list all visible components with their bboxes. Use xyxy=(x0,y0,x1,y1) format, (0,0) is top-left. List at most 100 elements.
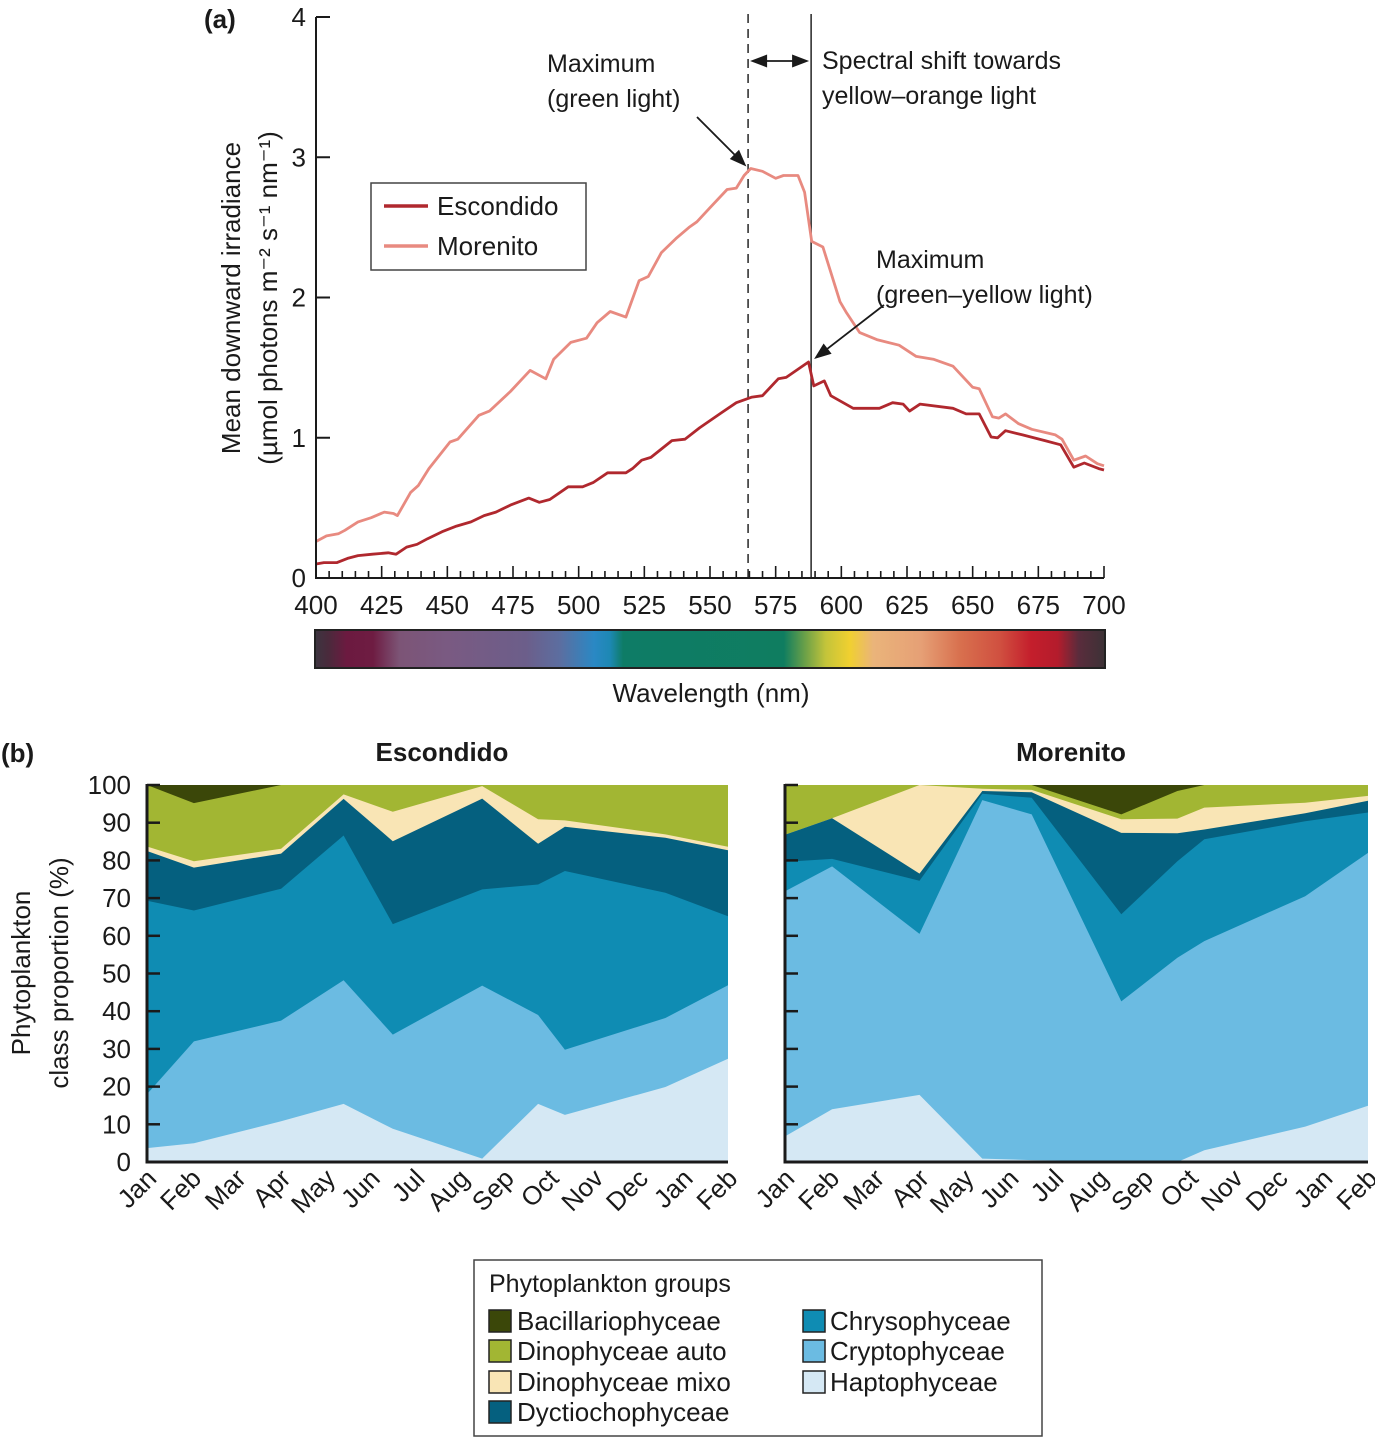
x-tick-label: 550 xyxy=(688,590,731,620)
legend-swatch-dyctiochophyceae xyxy=(488,1400,512,1424)
y-tick-label: 10 xyxy=(102,1109,131,1139)
x-tick-label: Mar xyxy=(199,1163,252,1216)
legend-title: Phytoplankton groups xyxy=(489,1270,731,1298)
y-axis-label-line1: Mean downward irradiance xyxy=(216,142,246,454)
y-tick-label: 50 xyxy=(102,959,131,989)
area-haptophyceae xyxy=(785,1094,1368,1162)
legend-label-haptophyceae: Haptophyceae xyxy=(830,1367,998,1397)
legend-swatch-chrysophyceae xyxy=(802,1309,826,1333)
area-haptophyceae xyxy=(147,1058,728,1162)
annotation-text: (green light) xyxy=(547,85,680,113)
panel-a: (a) Mean downward irradiance (µmol photo… xyxy=(204,2,1126,708)
arrow-green-max xyxy=(696,116,739,159)
y-tick-label: 0 xyxy=(117,1147,131,1177)
series-line-morenito xyxy=(315,167,1105,543)
x-tick-label: 625 xyxy=(885,590,928,620)
legend-label-dyctiochophyceae: Dyctiochophyceae xyxy=(517,1397,729,1427)
arrow-spectral-shift-head-right xyxy=(792,54,810,68)
x-tick-label: Feb xyxy=(690,1163,743,1216)
x-tick-label: Jan xyxy=(749,1163,800,1214)
x-tick-label: 500 xyxy=(557,590,600,620)
arrow-spectral-shift-head-left xyxy=(750,54,768,68)
chart-title-morenito: Morenito xyxy=(1016,737,1126,767)
legend-label-cryptophyceae: Cryptophyceae xyxy=(830,1336,1005,1366)
x-tick-label: Dec xyxy=(600,1163,654,1217)
y-axis-label-line2: class proportion (%) xyxy=(44,857,74,1088)
x-tick-label: Apr xyxy=(885,1163,935,1213)
y-tick-label: 1 xyxy=(292,423,306,453)
legend-swatch-dinophyceae-auto xyxy=(488,1339,512,1363)
y-tick-label: 70 xyxy=(102,883,131,913)
x-tick-label: Jun xyxy=(974,1163,1025,1214)
x-tick-label: 575 xyxy=(754,590,797,620)
x-tick-label: 675 xyxy=(1017,590,1060,620)
x-tick-label: Oct xyxy=(1154,1162,1204,1212)
spectrum-bar xyxy=(314,629,1106,669)
legend-swatch-cryptophyceae xyxy=(802,1339,826,1363)
legend-label-chrysophyceae: Chrysophyceae xyxy=(830,1306,1011,1336)
x-tick-label: Aug xyxy=(421,1163,475,1217)
x-tick-label: Jul xyxy=(386,1163,431,1208)
x-tick-label: Feb xyxy=(1330,1163,1375,1216)
annotation-text: yellow–orange light xyxy=(822,82,1036,110)
x-tick-label: 425 xyxy=(360,590,403,620)
x-tick-label: Dec xyxy=(1240,1163,1294,1217)
arrow-green-yellow-max xyxy=(823,304,885,353)
y-tick-label: 2 xyxy=(292,283,306,313)
annotation-text: Maximum xyxy=(876,246,984,274)
annotation-spectral-shift: Spectral shift towards yellow–orange lig… xyxy=(822,47,1061,110)
x-tick-label: 650 xyxy=(951,590,994,620)
y-tick-label: 30 xyxy=(102,1034,131,1064)
area-cryptophyceae xyxy=(785,800,1368,1162)
panel-b: (b) Phytoplankton class proportion (%) E… xyxy=(1,737,1375,1437)
series-line-escondido xyxy=(315,360,1105,566)
x-tick-label: 450 xyxy=(426,590,469,620)
legend-swatch-bacillariophyceae xyxy=(488,1309,512,1333)
arrow-green-max-head xyxy=(729,149,747,167)
legend-phytoplankton-groups: Phytoplankton groups Bacillariophyceae D… xyxy=(473,1259,1043,1437)
x-tick-label: Mar xyxy=(837,1163,890,1216)
x-tick-label: Jan xyxy=(1288,1163,1339,1214)
area-chart-escondido: 0102030405060708090100JanFebMarAprMayJun… xyxy=(88,770,744,1219)
x-tick-label: 475 xyxy=(491,590,534,620)
annotation-green-yellow-max: Maximum (green–yellow light) xyxy=(876,246,1093,309)
panel-b-label: (b) xyxy=(1,738,34,768)
x-tick-label: Aug xyxy=(1060,1163,1114,1217)
x-tick-label: Sep xyxy=(1105,1163,1159,1217)
annotation-green-max: Maximum (green light) xyxy=(547,50,680,113)
x-tick-label: 400 xyxy=(294,590,337,620)
legend-irradiance: Escondido Morenito xyxy=(370,182,587,271)
x-axis-label: Wavelength (nm) xyxy=(613,678,810,708)
x-tick-label: Nov xyxy=(555,1163,609,1217)
x-tick-label: 700 xyxy=(1082,590,1125,620)
y-tick-label: 100 xyxy=(88,770,131,800)
legend-label-dinophyceae-auto: Dinophyceae auto xyxy=(517,1336,727,1366)
legend-swatch-haptophyceae xyxy=(802,1370,826,1394)
panel-a-label: (a) xyxy=(204,4,236,34)
x-tick-label: Feb xyxy=(154,1163,207,1216)
y-tick-label: 20 xyxy=(102,1072,131,1102)
y-tick-label: 3 xyxy=(292,142,306,172)
y-tick-label: 40 xyxy=(102,996,131,1026)
chart-title-escondido: Escondido xyxy=(376,737,509,767)
legend-label-escondido: Escondido xyxy=(437,191,558,221)
arrow-green-yellow-max-head xyxy=(814,343,832,359)
legend-swatch-dinophyceae-mixo xyxy=(488,1370,512,1394)
x-tick-label: Sep xyxy=(466,1163,520,1217)
x-tick-label: Jun xyxy=(335,1163,386,1214)
x-tick-label: Oct xyxy=(515,1162,565,1212)
y-tick-label: 80 xyxy=(102,845,131,875)
x-tick-label: 525 xyxy=(623,590,666,620)
x-tick-label: Nov xyxy=(1195,1163,1249,1217)
y-axis-label-line1: Phytoplankton xyxy=(6,891,36,1056)
legend-frame xyxy=(473,1259,1043,1437)
x-tick-label: May xyxy=(285,1163,341,1219)
y-tick-label: 4 xyxy=(292,2,306,32)
legend-label-bacillariophyceae: Bacillariophyceae xyxy=(517,1306,721,1336)
annotation-text: Spectral shift towards xyxy=(822,47,1061,75)
x-tick-label: Feb xyxy=(792,1163,845,1216)
x-tick-label: 600 xyxy=(820,590,863,620)
annotation-text: (green–yellow light) xyxy=(876,281,1093,309)
